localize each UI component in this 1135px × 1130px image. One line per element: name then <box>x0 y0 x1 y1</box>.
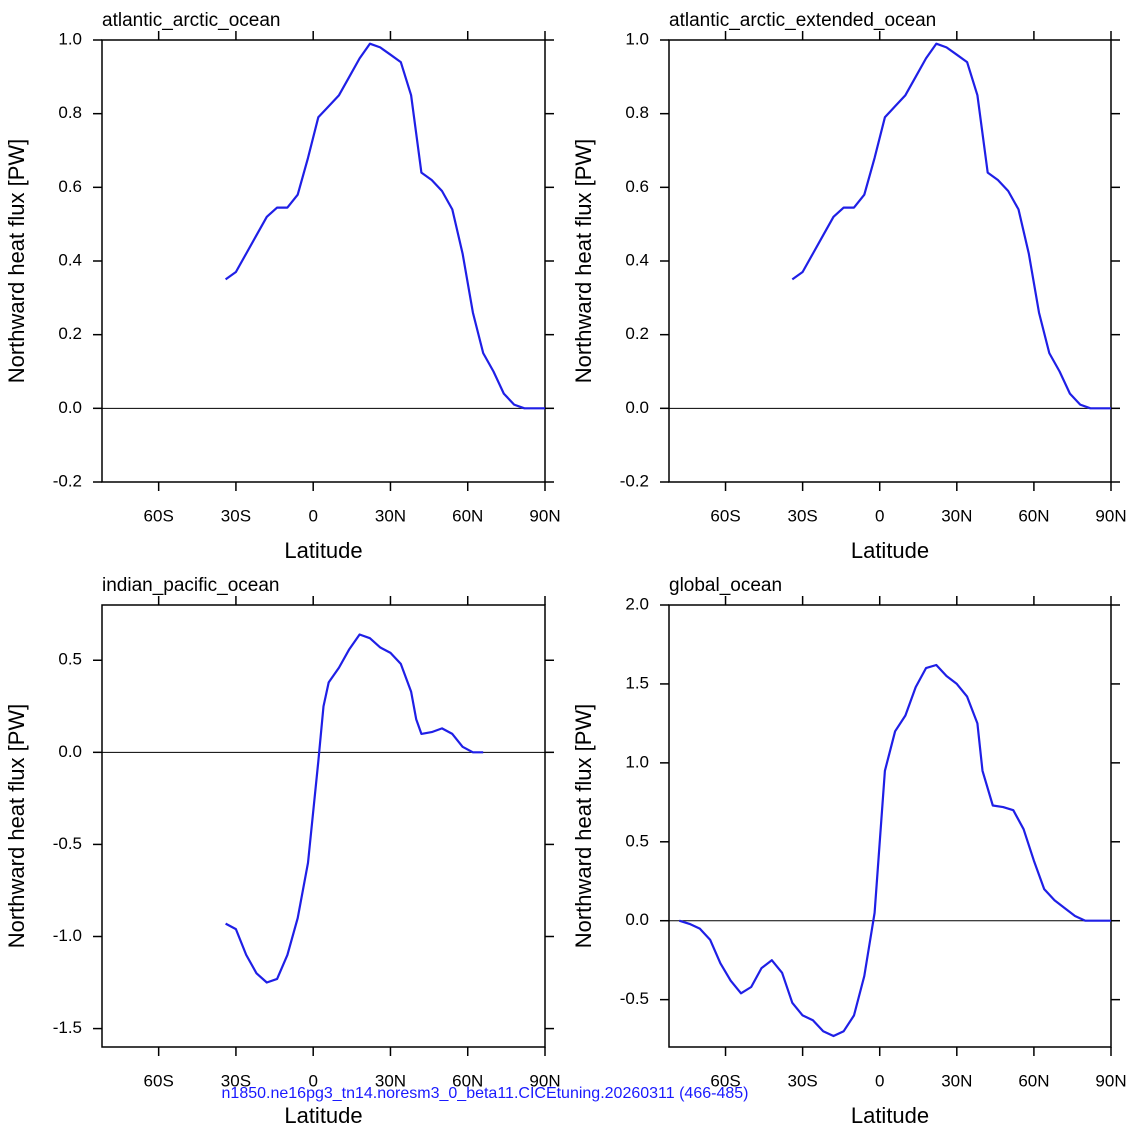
panel: atlantic_arctic_ocean Latitude Northward h… <box>4 10 561 563</box>
y-tick-label: -0.2 <box>620 471 649 490</box>
x-tick-label: 90N <box>529 1071 560 1090</box>
x-tick-label: 0 <box>875 506 884 525</box>
x-tick-label: 60N <box>452 1071 483 1090</box>
x-axis-label: Latitude <box>851 538 929 563</box>
x-axis-label: Latitude <box>851 1103 929 1128</box>
plot-frame <box>668 39 1112 483</box>
plot-frame <box>668 604 1112 1048</box>
y-tick-label: -0.5 <box>620 989 649 1008</box>
y-axis-label: Northward heat flux [PW] <box>4 139 29 384</box>
y-tick-label: 0.6 <box>625 177 649 196</box>
plot-frame <box>101 39 546 483</box>
y-tick-label: 0.0 <box>625 398 649 417</box>
y-axis-label: Northward heat flux [PW] <box>571 139 596 384</box>
x-tick-label: 60S <box>710 506 740 525</box>
panel-title: atlantic_arctic_extended_ocean <box>669 10 936 31</box>
x-tick-label: 60S <box>144 1071 174 1090</box>
y-tick-label: 1.5 <box>625 673 649 692</box>
data-line <box>224 42 545 410</box>
data-line <box>791 42 1111 410</box>
x-tick-label: 30S <box>788 1071 818 1090</box>
panel: indian_pacific_ocean Latitude Northward he… <box>4 575 561 1128</box>
data-line <box>225 633 484 984</box>
footer: n1850.ne16pg3_tn14.noresm3_0_beta11.CICE… <box>222 1085 749 1102</box>
x-tick-label: 30N <box>375 506 406 525</box>
y-tick-label: 0.6 <box>58 177 82 196</box>
plot-frame <box>101 604 546 1048</box>
x-tick-label: 60S <box>144 506 174 525</box>
x-axis-label: Latitude <box>284 1103 362 1128</box>
x-tick-label: 60N <box>1018 506 1049 525</box>
x-tick-label: 30S <box>221 1071 251 1090</box>
x-tick-label: 30N <box>941 506 972 525</box>
panel-title: atlantic_arctic_ocean <box>102 10 281 31</box>
y-tick-label: 1.0 <box>625 29 649 48</box>
y-tick-label: 0.2 <box>625 324 649 343</box>
y-tick-label: -1.0 <box>53 926 82 945</box>
x-tick-label: 90N <box>1095 506 1126 525</box>
y-tick-label: -0.5 <box>53 834 82 853</box>
data-line <box>678 663 1111 1038</box>
x-tick-label: 60N <box>1018 1071 1049 1090</box>
y-tick-label: 0.0 <box>58 398 82 417</box>
y-tick-label: 0.5 <box>625 831 649 850</box>
x-tick-label: 90N <box>529 506 560 525</box>
y-tick-label: 1.0 <box>58 29 82 48</box>
x-tick-label: 30S <box>788 506 818 525</box>
x-tick-label: 60N <box>452 506 483 525</box>
y-tick-label: 0.8 <box>58 103 82 122</box>
y-axis-label: Northward heat flux [PW] <box>571 704 596 949</box>
y-tick-label: 0.0 <box>625 910 649 929</box>
panel-title: indian_pacific_ocean <box>102 575 279 596</box>
x-axis-label: Latitude <box>284 538 362 563</box>
panel: atlantic_arctic_extended_ocean Latitude No… <box>571 10 1127 563</box>
x-tick-label: 0 <box>875 1071 884 1090</box>
x-tick-label: 0 <box>308 1071 317 1090</box>
x-tick-label: 30N <box>941 1071 972 1090</box>
panel: global_ocean Latitude Northward heat flux … <box>571 575 1127 1128</box>
y-axis-label: Northward heat flux [PW] <box>4 704 29 949</box>
y-tick-label: 0.8 <box>625 103 649 122</box>
x-tick-label: 90N <box>1095 1071 1126 1090</box>
y-tick-label: 0.4 <box>58 250 82 269</box>
x-tick-label: 30N <box>375 1071 406 1090</box>
y-tick-label: -1.5 <box>53 1018 82 1037</box>
y-tick-label: 2.0 <box>625 594 649 613</box>
x-tick-label: 60S <box>710 1071 740 1090</box>
y-tick-label: 0.5 <box>58 650 82 669</box>
x-tick-label: 0 <box>308 506 317 525</box>
y-tick-label: 0.4 <box>625 250 649 269</box>
panel-title: global_ocean <box>669 575 782 596</box>
y-tick-label: 0.0 <box>58 742 82 761</box>
y-tick-label: 1.0 <box>625 752 649 771</box>
y-tick-label: 0.2 <box>58 324 82 343</box>
y-tick-label: -0.2 <box>53 471 82 490</box>
x-tick-label: 30S <box>221 506 251 525</box>
